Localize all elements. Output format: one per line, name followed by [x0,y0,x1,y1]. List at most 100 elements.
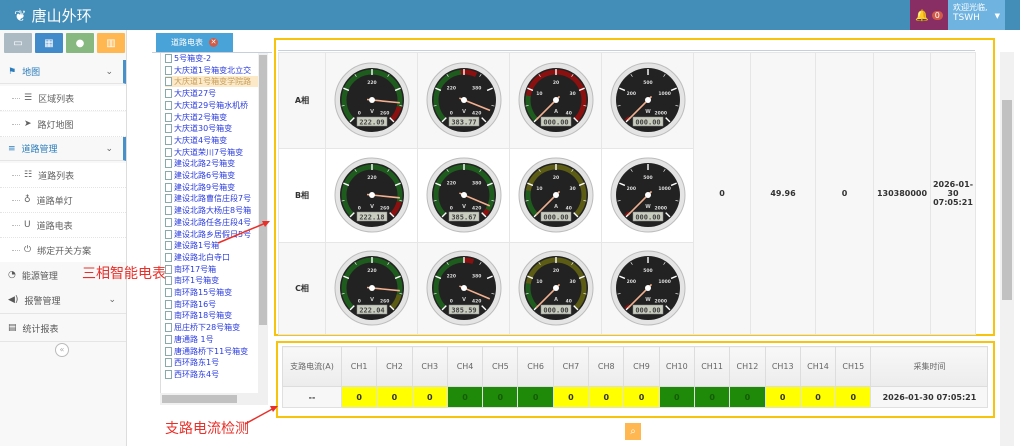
tree-node[interactable]: 建设北路乡居假日5号 [165,229,261,240]
tree-node[interactable]: 建设路1号箱 [165,240,261,251]
tree-node[interactable]: 建设北路9号箱变 [165,182,261,193]
sidebar-item[interactable]: ◔ 能源管理 [0,262,126,289]
tree-node[interactable]: 大庆道29号箱水机桥 [165,100,261,111]
gauge-hub [644,96,651,103]
tree-node[interactable]: 大庆道1号箱变北立交 [165,65,261,76]
phase-label: A相 [278,52,326,149]
gauge-tick [434,86,441,91]
sidebar-item[interactable]: ≡ 道路管理 ⌄ [0,137,126,161]
search-button[interactable]: ⌕ [625,423,641,440]
tree-node[interactable]: 南环路15号箱变 [165,287,261,298]
gauge-tick-label: 2000 [654,205,667,211]
tree-node[interactable]: 西环路东4号 [165,369,261,380]
tree-vertical-scrollbar[interactable] [258,53,268,393]
chevron-down-icon: ⌄ [105,66,113,77]
gauge-band [525,189,538,217]
sidebar-item[interactable]: ⚑ 地图 ⌄ [0,60,126,84]
tree-node[interactable]: 西环路东1号 [165,357,261,368]
tree-node[interactable]: 建设北路大杨庄8号箱 [165,205,261,216]
gauge-tick [386,168,389,172]
sidebar-item[interactable]: ⏻ 绑定开关方案 [0,238,126,263]
gauge-lcd [540,211,571,221]
sidebar-item[interactable]: ▤ 统计报表 [0,315,126,342]
shortcut-monitor-button[interactable]: ▭ [4,33,32,53]
tree-node[interactable]: 建设北路曹信庄段7号 [165,193,261,204]
gauge-tick-label: 0 [357,298,360,304]
gauge-tick-label: 0 [449,110,452,116]
tree-node[interactable]: 5号箱变-2 [165,53,261,64]
alerts-button[interactable]: 🔔 0 [910,0,948,30]
tree-node[interactable]: 大庆道荣川7号箱变 [165,147,261,158]
tree-node[interactable]: 南环路16号 [165,299,261,310]
sidebar-item-label: 报警管理 [24,296,61,307]
gauge-tick [342,86,349,91]
gauge-tick-label: 260 [380,110,389,116]
gauge-tick-label: 200 [626,91,635,97]
file-icon [165,112,172,122]
gauge-lcd-value: 222.04 [359,306,384,314]
sidebar-item[interactable]: ◀) 报警管理 ⌄ [0,287,126,314]
gauge-lcd-value: 000.00 [543,118,568,126]
tree-node[interactable]: 屈庄桥下28号箱变 [165,322,261,333]
brand[interactable]: ❦ 唐山外环 [14,5,92,26]
tree-node[interactable]: 南环17号箱 [165,264,261,275]
gauge-tick-label: 260 [380,298,389,304]
sidebar-item[interactable]: ☰ 区域列表 [0,86,126,111]
shortcut-trash-button[interactable]: ▥ [97,33,125,53]
tree-node[interactable]: 大庆道1号箱变学院路 [165,76,261,88]
gauge-tick [478,73,481,77]
tree-node[interactable]: 大庆道2号箱变 [165,112,261,123]
gauge-hub [368,96,375,103]
shortcut-grid-button[interactable]: ▦ [35,33,63,53]
tree-node-label: 西环路东1号 [174,358,220,368]
page-scrollbar[interactable] [1000,52,1014,446]
tree-node[interactable]: 唐通路桥下11号箱变 [165,346,261,357]
tab-road-meter[interactable]: 道路电表 ✕ [156,33,233,52]
tree-node[interactable]: 南环1号箱变 [165,275,261,286]
sidebar-item[interactable]: ➤ 路灯地图 [0,112,126,137]
tree-node[interactable]: 大庆道4号箱变 [165,135,261,146]
shortcut-user-button[interactable]: ● [66,33,94,53]
file-icon [165,323,172,333]
gauge-lcd [540,304,571,314]
gauge-lcd-value: 000.00 [543,306,568,314]
gauge-tick [662,261,665,265]
gauge-cell: 0 220 260 V 222.18 [325,148,418,243]
sidebar-item[interactable]: ♁ 道路单灯 [0,188,126,213]
gauge-tick [342,181,349,186]
sidebar-item[interactable]: U 道路电表 [0,213,126,238]
tree-node[interactable]: 南环路18号箱变 [165,310,261,321]
gauge-tick [341,199,345,201]
gauge-tick [570,261,573,265]
gauge-tick [441,116,447,122]
gauge-tick-label: 220 [446,273,455,279]
close-tab-icon[interactable]: ✕ [209,38,218,47]
file-icon [165,124,172,134]
phase-row: B相 0 220 260 V 222.18 0 220 380 420 V 385.67 10 20 30 4… [278,148,976,243]
gauge-tick [525,104,529,106]
tree-horizontal-scrollbar[interactable] [160,393,268,405]
gauge-hub [460,191,467,198]
gauge-tick-label: 220 [446,85,455,91]
sidebar-item[interactable]: ☷ 道路列表 [0,163,126,188]
tree-node[interactable]: 建设路北白寺口 [165,252,261,263]
tree-node[interactable]: 大庆道27号 [165,88,261,99]
tree-node[interactable]: 建设北路2号箱变 [165,158,261,169]
gauge-tick [617,104,621,106]
file-icon [165,171,172,180]
gauge-tick-label: 0 [449,205,452,211]
tree-node[interactable]: 建设北路6号箱变 [165,170,261,181]
gauge-tick-label: 1000 [658,279,671,285]
file-icon [165,288,172,297]
tree-node[interactable]: 建设北路任各庄段4号 [165,217,261,228]
tree-node[interactable]: 大庆道30号箱变 [165,123,261,134]
gauge-tick-label: 2000 [654,110,667,116]
user-menu[interactable]: 欢迎光临, TSWH ▼ [948,0,1005,30]
gauge-tick [582,104,586,106]
gauge-tick [386,261,389,265]
file-icon [165,194,172,204]
tree-node[interactable]: 唐通路 1号 [165,334,261,345]
collapse-sidebar-button[interactable]: « [55,343,69,357]
